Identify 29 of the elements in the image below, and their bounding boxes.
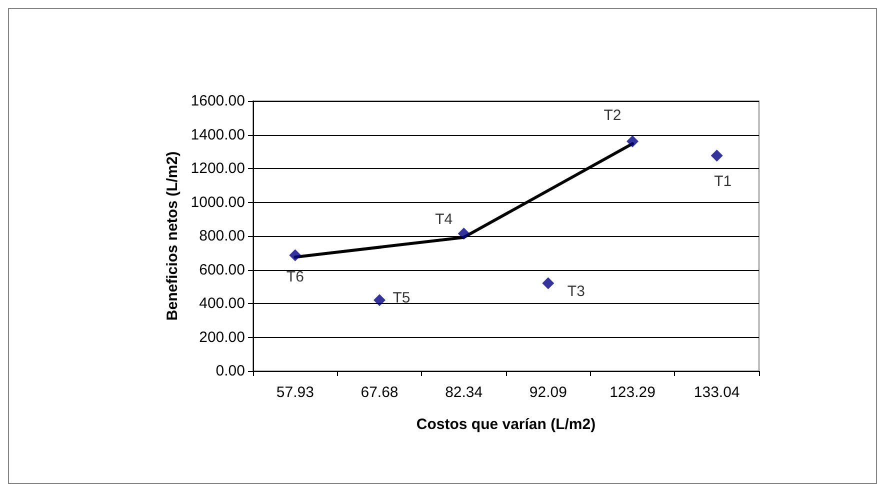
point xyxy=(374,294,386,306)
x-tick-label: 92.09 xyxy=(529,384,567,401)
x-tick-label: 133.04 xyxy=(694,384,740,401)
annotation: T6 xyxy=(286,268,304,286)
y-tick-label: 400.00 xyxy=(199,295,245,312)
y-tick-label: 1200.00 xyxy=(190,160,245,177)
point xyxy=(710,150,723,162)
y-axis-title: Beneficios netos (L/m2) xyxy=(164,151,181,321)
point xyxy=(458,228,470,240)
y-tick-label: 800.00 xyxy=(199,228,245,244)
y-tick-label: 1000.00 xyxy=(190,194,245,211)
annotation: T3 xyxy=(567,282,585,300)
x-axis-title: Costos que varían (L/m2) xyxy=(416,416,596,433)
y-tick-label: 600.00 xyxy=(199,261,245,278)
y-tick-label: 1400.00 xyxy=(190,126,245,144)
point xyxy=(542,277,554,290)
y-tick-label: 0.00 xyxy=(216,362,245,380)
annotation: T4 xyxy=(435,211,453,228)
annotation: T5 xyxy=(392,290,410,307)
x-tick-label: 67.68 xyxy=(360,384,398,401)
x-tick-label: 82.34 xyxy=(445,384,483,401)
x-tick-label: 57.93 xyxy=(276,384,314,401)
point xyxy=(289,249,302,262)
annotation: T2 xyxy=(604,106,622,124)
x-tick-label: 123.29 xyxy=(610,384,656,401)
annotation: T1 xyxy=(714,173,732,190)
y-tick-label: 200.00 xyxy=(199,328,245,346)
point xyxy=(626,135,638,148)
y-tick-label: 1600.00 xyxy=(190,92,245,110)
